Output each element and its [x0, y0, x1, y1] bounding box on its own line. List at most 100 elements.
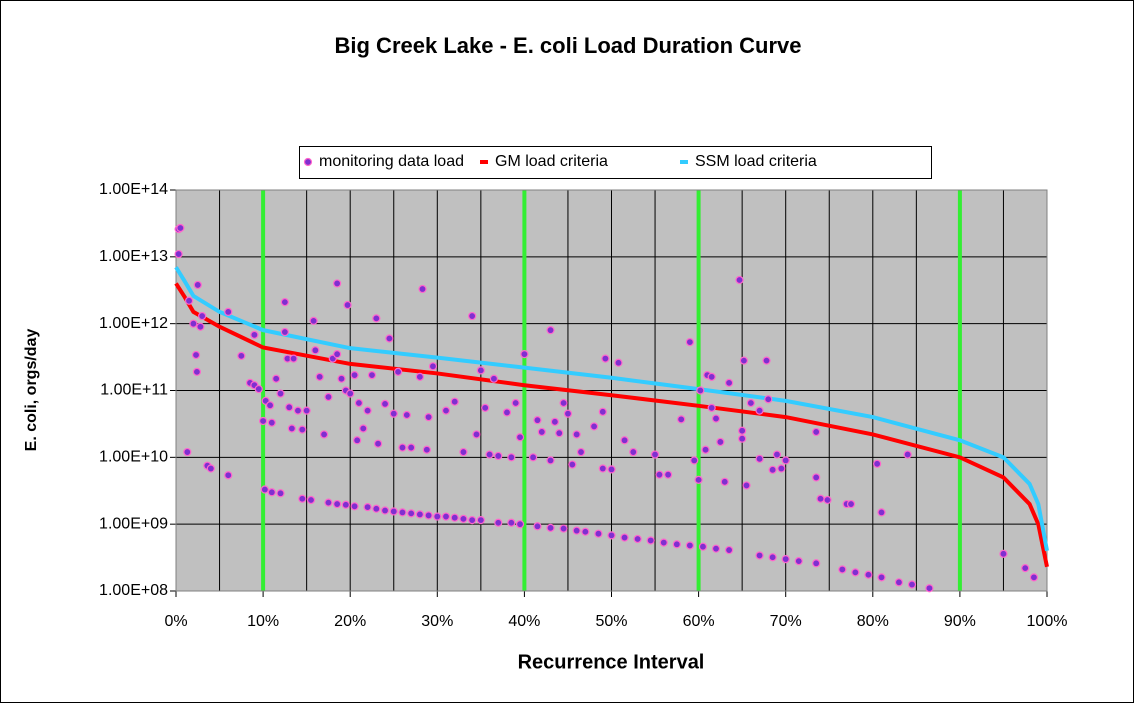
data-point: [572, 430, 581, 439]
x-tick-label: 90%: [944, 613, 976, 630]
data-point: [739, 356, 748, 365]
data-point: [198, 311, 207, 321]
data-point: [711, 414, 721, 423]
data-point: [672, 540, 681, 549]
data-point: [276, 489, 285, 498]
data-point: [174, 249, 183, 259]
data-point: [598, 407, 607, 416]
data-point: [716, 437, 725, 447]
data-point: [276, 389, 285, 398]
data-point: [285, 403, 294, 412]
data-point: [424, 412, 433, 422]
chart-title: Big Creek Lake - E. coli Load Duration C…: [335, 33, 802, 58]
series-line: [174, 266, 1049, 552]
data-point: [664, 470, 673, 479]
data-point: [315, 372, 324, 381]
data-point: [601, 354, 610, 363]
data-point: [373, 439, 383, 448]
data-point: [812, 427, 821, 437]
data-point: [724, 378, 734, 387]
y-tick-label: 1.00E+14: [99, 181, 168, 198]
data-point: [259, 416, 268, 426]
data-point: [372, 314, 381, 323]
data-point: [353, 436, 362, 445]
data-point: [1029, 573, 1039, 582]
data-point: [755, 406, 764, 415]
data-point: [816, 494, 825, 503]
data-point: [772, 450, 782, 459]
data-point: [350, 370, 359, 380]
data-point: [572, 526, 581, 535]
data-point: [196, 322, 205, 331]
data-point: [735, 275, 744, 285]
data-point: [925, 584, 934, 593]
plot-border: [175, 189, 1048, 592]
data-point: [324, 392, 333, 402]
y-tick-label: 1.00E+09: [99, 515, 168, 532]
data-point: [777, 464, 786, 473]
x-axis-title: Recurrence Interval: [518, 651, 705, 673]
data-point: [341, 500, 350, 509]
data-point: [707, 372, 716, 381]
x-tick-label: 100%: [1027, 613, 1068, 630]
legend-marker: [303, 157, 313, 167]
data-point: [293, 406, 303, 415]
data-point: [359, 424, 368, 433]
data-point: [309, 316, 318, 326]
data-point: [289, 354, 298, 363]
y-axis-title: E. coli, orgs/day: [23, 329, 40, 452]
data-point: [894, 578, 904, 587]
x-tick-label: 0%: [164, 613, 187, 630]
x-tick-label: 30%: [421, 613, 453, 630]
data-point: [224, 307, 233, 316]
data-point: [559, 524, 568, 533]
data-point: [489, 374, 499, 383]
data-point: [533, 522, 542, 531]
data-point: [685, 541, 694, 550]
x-tick-label: 40%: [508, 613, 540, 630]
data-point: [546, 523, 555, 532]
data-point: [690, 456, 699, 465]
data-point: [298, 425, 307, 434]
data-point: [302, 406, 311, 415]
data-point: [646, 536, 655, 545]
data-point: [476, 516, 485, 525]
data-point: [515, 520, 525, 529]
data-point: [864, 570, 873, 579]
data-point: [372, 504, 381, 513]
data-point: [189, 319, 198, 328]
data-point: [468, 311, 477, 321]
y-tick-label: 1.00E+13: [99, 248, 168, 265]
data-point: [563, 409, 573, 418]
legend-label: monitoring data load: [319, 153, 464, 170]
data-point: [380, 506, 390, 515]
data-point: [502, 408, 512, 417]
data-point: [459, 447, 468, 457]
data-point: [324, 498, 333, 507]
y-tick-label: 1.00E+11: [100, 382, 168, 399]
data-point: [250, 330, 259, 339]
data-point: [192, 367, 202, 376]
data-point: [450, 513, 459, 522]
data-point: [812, 559, 821, 568]
data-point: [533, 416, 542, 425]
data-point: [781, 456, 790, 465]
data-point: [176, 223, 185, 233]
data-point: [701, 445, 710, 454]
data-point: [576, 447, 586, 457]
data-point: [877, 508, 886, 517]
data-point: [441, 406, 451, 415]
data-point: [306, 495, 316, 505]
data-point: [206, 464, 215, 473]
data-point: [280, 327, 289, 337]
data-point: [838, 565, 847, 574]
data-point: [614, 358, 623, 367]
data-point: [184, 296, 194, 305]
data-point: [267, 488, 276, 497]
data-point: [333, 279, 342, 288]
data-point: [511, 398, 520, 408]
data-point: [755, 454, 764, 463]
data-point: [346, 389, 355, 398]
data-point: [280, 298, 289, 307]
